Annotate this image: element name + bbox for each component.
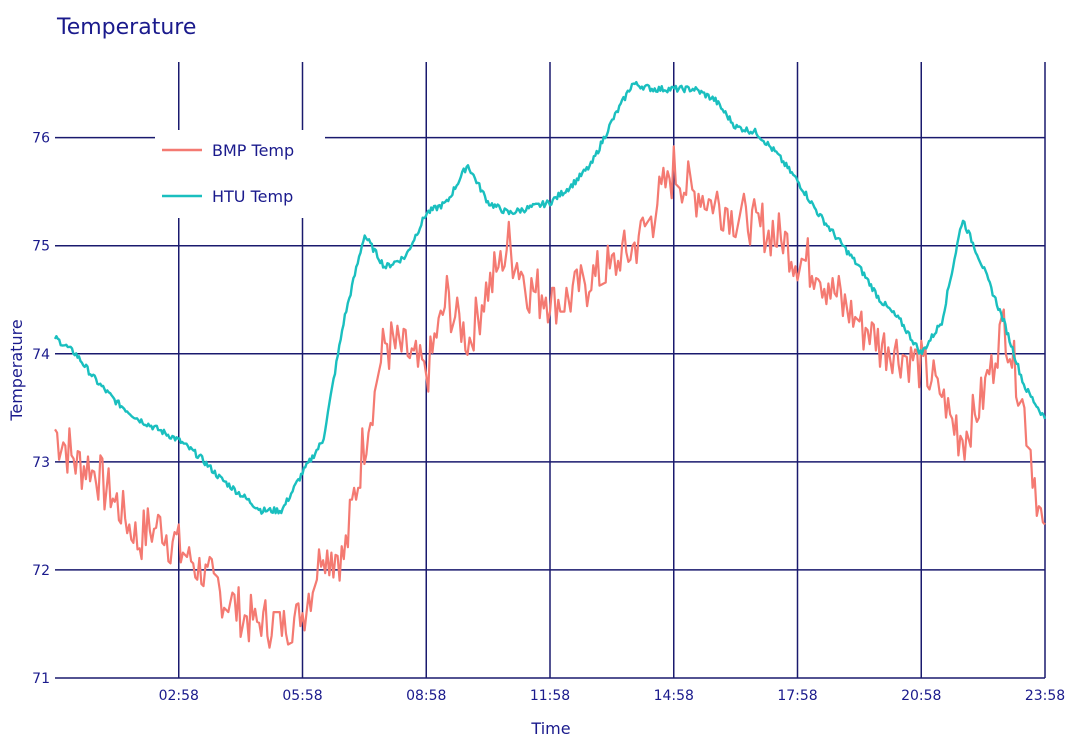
y-tick-label: 72	[32, 563, 50, 579]
x-axis-ticks: 02:58 05:58 08:58 11:58 14:58 17:58 20:58 23:58	[159, 688, 1066, 704]
y-axis-ticks: 71 72 73 74 75 76	[32, 131, 50, 687]
legend: BMP Temp HTU Temp	[155, 130, 325, 218]
x-tick-label: 05:58	[282, 688, 322, 704]
y-axis-label: Temperature	[7, 319, 26, 421]
series-line-bmp-temp	[54, 145, 1046, 649]
series-line-htu-temp	[53, 80, 1047, 515]
x-axis-label: Time	[530, 719, 570, 738]
y-tick-label: 73	[32, 455, 50, 471]
y-tick-label: 71	[32, 671, 50, 687]
y-tick-label: 76	[32, 131, 50, 147]
y-tick-label: 75	[32, 239, 50, 255]
x-tick-label: 08:58	[406, 688, 446, 704]
x-tick-label: 20:58	[901, 688, 941, 704]
y-tick-label: 74	[32, 347, 50, 363]
x-tick-label: 02:58	[159, 688, 199, 704]
x-tick-label: 17:58	[777, 688, 817, 704]
x-tick-label: 11:58	[530, 688, 570, 704]
chart-title: Temperature	[56, 15, 196, 40]
legend-background	[155, 130, 325, 218]
series-layer	[53, 80, 1047, 649]
legend-label: HTU Temp	[212, 187, 293, 206]
x-tick-label: 14:58	[654, 688, 694, 704]
legend-label: BMP Temp	[212, 141, 294, 160]
x-tick-label: 23:58	[1025, 688, 1065, 704]
